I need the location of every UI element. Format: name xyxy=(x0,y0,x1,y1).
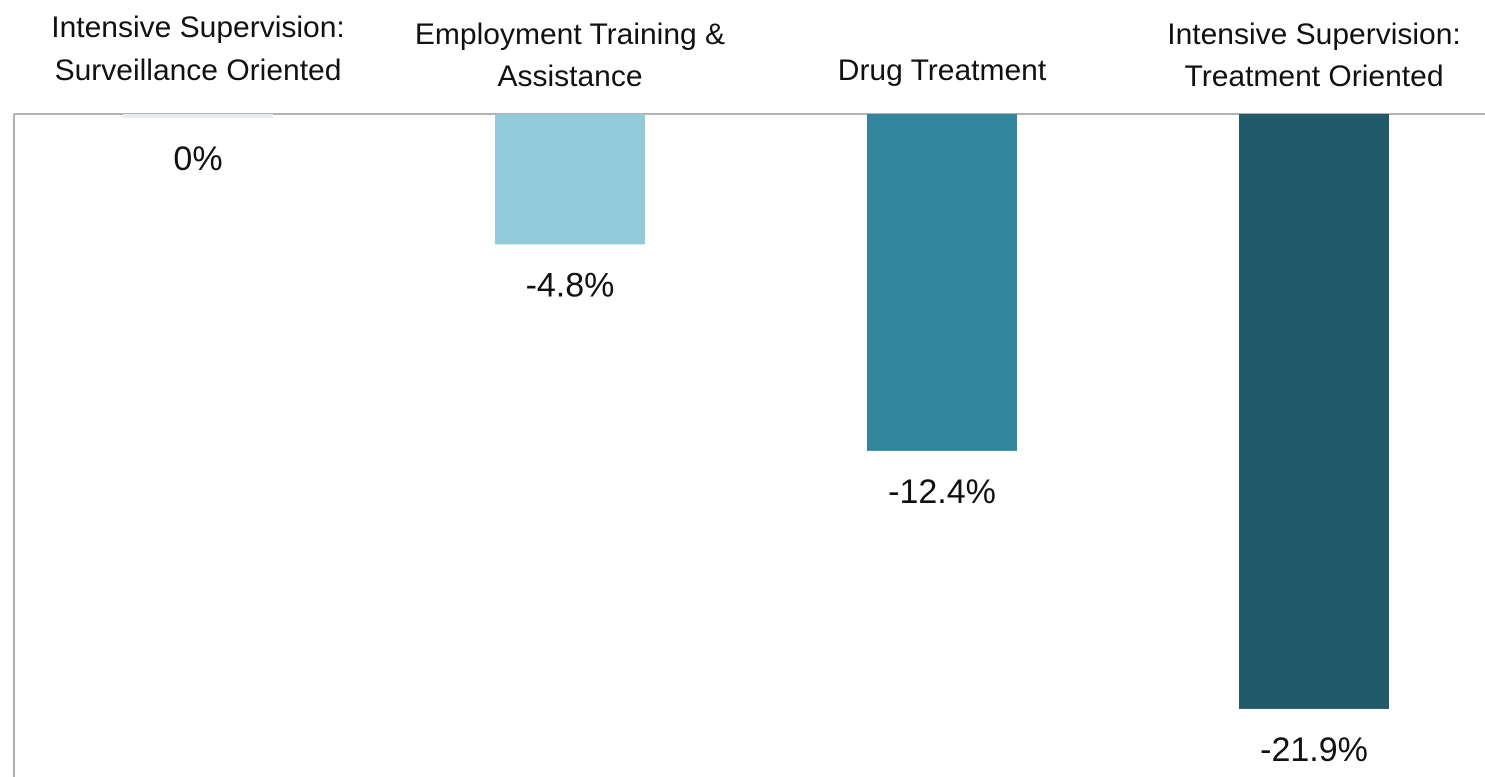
bar-1 xyxy=(123,114,273,118)
data-label-1: 0% xyxy=(173,140,222,178)
bar-4 xyxy=(1239,114,1389,709)
bar-2 xyxy=(495,114,645,245)
data-label-3: -12.4% xyxy=(888,473,996,511)
bar-3 xyxy=(867,114,1017,451)
category-label-2: Employment Training & Assistance xyxy=(415,18,725,93)
data-label-2: -4.8% xyxy=(526,266,615,304)
category-label-3: Drug Treatment xyxy=(838,54,1047,87)
category-label-4: Intensive Supervision: Treatment Oriented xyxy=(1167,18,1461,93)
category-label-1: Intensive Supervision: Surveillance Orien… xyxy=(51,11,345,87)
data-label-4: -21.9% xyxy=(1260,731,1368,769)
